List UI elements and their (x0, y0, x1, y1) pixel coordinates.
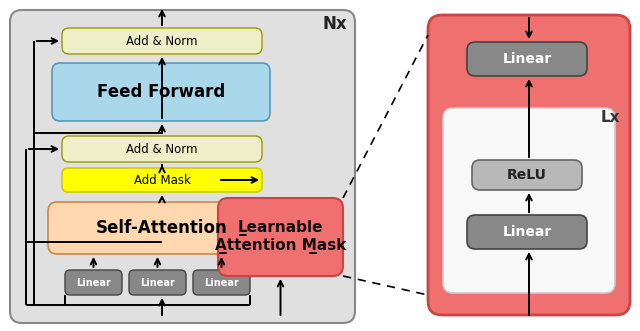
Text: Feed Forward: Feed Forward (97, 83, 225, 101)
Text: Linear: Linear (204, 277, 239, 288)
Text: Add Mask: Add Mask (134, 173, 191, 186)
FancyBboxPatch shape (65, 270, 122, 295)
Text: Add & Norm: Add & Norm (126, 143, 198, 156)
Text: Self-Attention: Self-Attention (96, 219, 228, 237)
Text: A̲ttention M̲ask: A̲ttention M̲ask (215, 238, 346, 254)
Text: Add & Norm: Add & Norm (126, 34, 198, 48)
Text: Linear: Linear (140, 277, 175, 288)
Text: Linear: Linear (76, 277, 111, 288)
FancyBboxPatch shape (193, 270, 250, 295)
FancyBboxPatch shape (218, 198, 343, 276)
Text: Lx: Lx (600, 110, 620, 125)
FancyBboxPatch shape (52, 63, 270, 121)
FancyBboxPatch shape (129, 270, 186, 295)
FancyBboxPatch shape (467, 215, 587, 249)
FancyBboxPatch shape (472, 160, 582, 190)
FancyBboxPatch shape (62, 136, 262, 162)
Text: Linear: Linear (502, 225, 552, 239)
FancyBboxPatch shape (10, 10, 355, 323)
FancyBboxPatch shape (48, 202, 276, 254)
Text: Nx: Nx (323, 15, 347, 33)
FancyBboxPatch shape (62, 168, 262, 192)
Text: L̲earnable: L̲earnable (237, 220, 323, 236)
FancyBboxPatch shape (443, 108, 615, 293)
FancyBboxPatch shape (62, 28, 262, 54)
Text: Linear: Linear (502, 52, 552, 66)
Text: ReLU: ReLU (507, 168, 547, 182)
FancyBboxPatch shape (428, 15, 630, 315)
FancyBboxPatch shape (467, 42, 587, 76)
